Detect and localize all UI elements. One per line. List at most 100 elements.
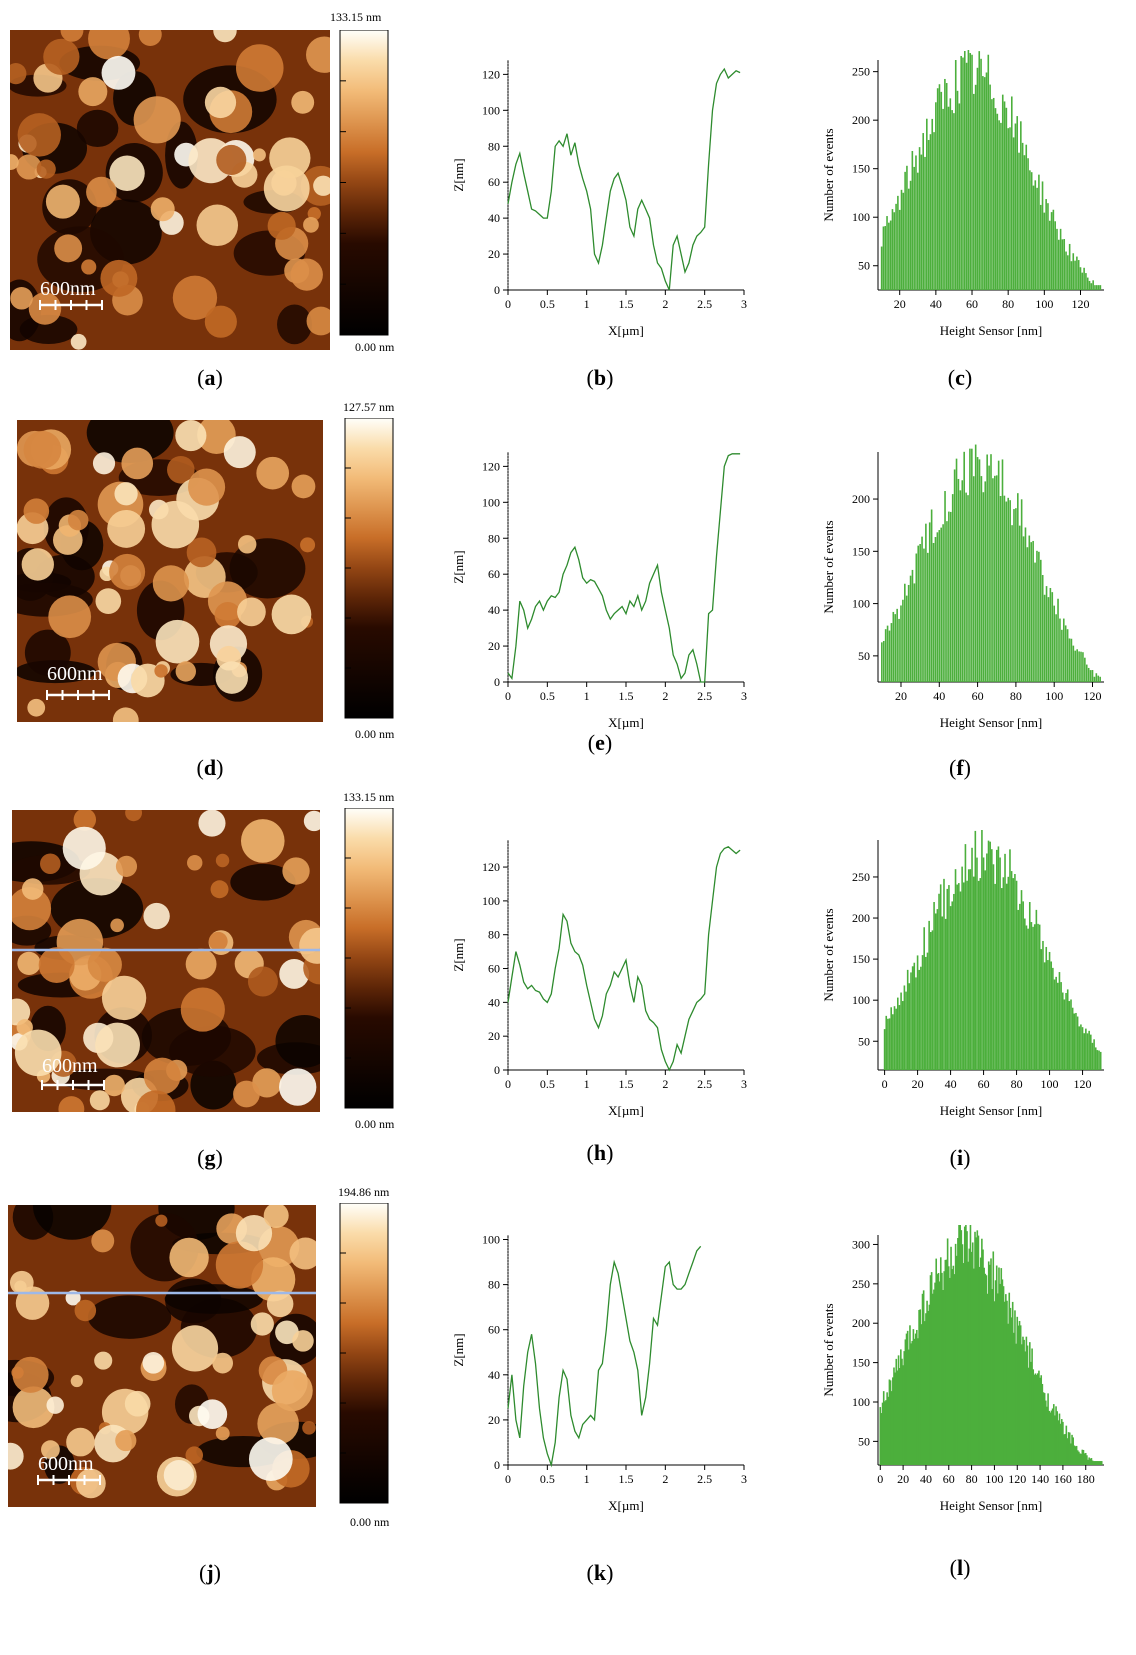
histogram-bar	[1048, 951, 1051, 1070]
afm-grain	[28, 292, 62, 325]
afm-grain	[121, 447, 154, 480]
histogram-bar	[1068, 638, 1071, 682]
afm-grain	[81, 259, 97, 275]
histogram-bar	[1052, 967, 1054, 1070]
histogram-bar	[1010, 871, 1013, 1070]
histogram-bar	[1058, 972, 1061, 1070]
histogram-bar	[888, 1018, 891, 1070]
afm-grain	[197, 1399, 228, 1430]
histogram-bar	[907, 584, 910, 682]
histogram-bar	[1059, 228, 1062, 290]
histogram-bar	[985, 72, 988, 290]
color-bar-min: 0.00 nm	[355, 340, 395, 354]
histogram-bar	[971, 54, 973, 290]
histogram-bar	[1036, 187, 1038, 290]
histogram-bar	[897, 195, 899, 290]
color-bar-min: 0.00 nm	[355, 1117, 395, 1131]
histogram-bar	[1050, 1410, 1053, 1465]
scale-bar-label: 600nm	[40, 278, 96, 300]
histogram-bar	[913, 166, 915, 290]
histogram-bar	[895, 1358, 898, 1465]
histogram-bar	[908, 983, 911, 1070]
histogram-bar	[886, 216, 888, 290]
histogram-bar	[1012, 878, 1015, 1070]
histogram-bar	[973, 1268, 975, 1465]
afm-grain	[187, 855, 203, 871]
x-axis-label: Height Sensor [nm]	[940, 1498, 1043, 1513]
histogram-bar	[1035, 1374, 1038, 1465]
histogram-bar	[1000, 122, 1002, 290]
afm-grain	[163, 1460, 195, 1491]
histogram-bar	[917, 1338, 919, 1465]
histogram-bar	[961, 1244, 964, 1465]
histogram-bar	[1055, 976, 1057, 1070]
histogram-bar	[889, 1380, 892, 1465]
histogram-bar	[928, 522, 931, 682]
y-tick-label: 40	[488, 211, 500, 225]
histogram-bar	[922, 133, 924, 290]
histogram-bar	[983, 1267, 985, 1465]
histogram-bar	[888, 222, 890, 290]
histogram-bar	[951, 494, 954, 682]
histogram-bar	[1085, 664, 1088, 682]
histogram-bar	[1078, 1451, 1080, 1465]
x-tick-label: 180	[1077, 1472, 1095, 1486]
histogram-bar	[893, 212, 896, 290]
histogram-bar	[979, 878, 982, 1070]
afm-grain	[58, 1096, 85, 1112]
afm-grain	[142, 1352, 165, 1374]
histogram-bar	[999, 495, 1002, 682]
histogram-bar	[1081, 272, 1084, 290]
histogram-bar	[972, 876, 975, 1070]
histogram-bar	[882, 226, 885, 290]
histogram-bar	[995, 475, 998, 682]
y-axis-label: Z[nm]	[451, 1333, 466, 1366]
histogram-bar	[974, 444, 977, 682]
histogram-bar	[938, 84, 941, 290]
afm-pit	[32, 1205, 112, 1240]
histogram-bar	[1041, 181, 1044, 290]
histogram-bar	[984, 870, 987, 1070]
x-tick-label: 0.5	[540, 297, 555, 311]
histogram-bar	[1027, 158, 1029, 290]
histogram-bar	[1002, 1286, 1005, 1465]
afm-grain	[133, 96, 181, 144]
afm-grain	[87, 947, 122, 982]
x-tick-label: 100	[1041, 1077, 1059, 1091]
histogram-bar	[1087, 1459, 1089, 1465]
histogram-bar	[1080, 1453, 1082, 1465]
histogram-bar	[1019, 1325, 1022, 1465]
histogram-bar	[1096, 1050, 1099, 1070]
histogram-bar	[924, 156, 926, 290]
afm-grain	[14, 1029, 62, 1077]
x-tick-label: 1	[584, 689, 590, 703]
panel-label-a: (a)	[197, 365, 223, 390]
afm-grain	[223, 436, 256, 469]
histogram-bar	[1050, 961, 1053, 1070]
height-profile-e: 0 0.5 1 1.5 2 2.5 3 0 20 40 60 80 100 120 X[µm] Z[nm]	[451, 452, 747, 730]
histogram-bar	[922, 1290, 925, 1465]
y-axis-label: Z[nm]	[451, 938, 466, 971]
histogram-bar	[906, 1330, 909, 1465]
afm-grain	[171, 1325, 219, 1372]
histogram-bar	[1051, 1408, 1054, 1465]
color-bar-gradient	[344, 808, 394, 1109]
histogram-bar	[898, 618, 900, 682]
histogram-bar	[987, 1261, 990, 1465]
afm-grain	[169, 1237, 209, 1278]
afm-grain	[115, 855, 138, 877]
y-axis-label: Number of events	[821, 1303, 836, 1396]
afm-grain	[66, 1427, 95, 1457]
histogram-bar	[1062, 1421, 1064, 1465]
histogram-bar	[1051, 592, 1054, 682]
histogram-bar	[1095, 1461, 1097, 1465]
histogram-bar	[1017, 909, 1020, 1070]
x-tick-label: 100	[985, 1472, 1003, 1486]
histogram-bar	[962, 882, 965, 1070]
histogram-bar	[1063, 999, 1066, 1070]
histogram-bar	[1017, 493, 1019, 682]
histogram-bar	[1047, 203, 1049, 290]
afm-image	[17, 420, 323, 722]
histogram-bar	[1022, 536, 1025, 682]
histogram-bar	[892, 1014, 894, 1070]
